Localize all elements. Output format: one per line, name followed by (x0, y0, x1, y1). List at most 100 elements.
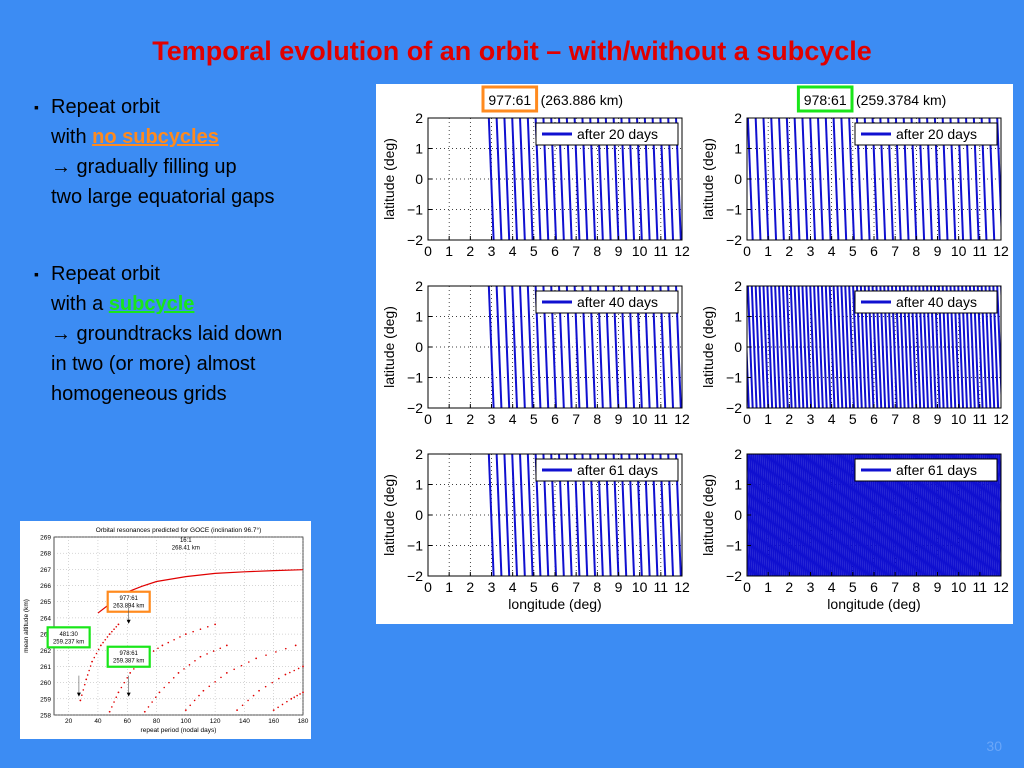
x-tick-label: 1 (445, 243, 453, 259)
resonance-point (277, 706, 279, 709)
y-axis-label: latitude (deg) (381, 138, 397, 220)
x-tick-label: 7 (891, 243, 899, 259)
inset-y-tick-label: 259 (40, 696, 51, 703)
groundtrack-line (996, 454, 1001, 576)
inset-y-axis-label: mean altitude (km) (23, 599, 30, 653)
highlight-subcycle: subcycle (108, 293, 195, 315)
x-tick-label: 0 (424, 243, 432, 259)
groundtrack-line (754, 454, 762, 576)
groundtrack-line (1009, 454, 1013, 576)
groundtrack-line (750, 454, 758, 576)
x-tick-label: 12 (993, 411, 1009, 427)
orbit-label-box (796, 85, 854, 113)
resonance-point (102, 641, 104, 644)
inset-y-tick-label: 269 (40, 535, 51, 542)
y-tick-label: 0 (415, 171, 423, 187)
y-tick-label: −2 (407, 568, 423, 584)
groundtrack-line (785, 118, 793, 240)
annotation-sub: 259.387 km (113, 659, 144, 665)
annotation-box (106, 645, 151, 668)
x-tick-label: 4 (509, 579, 517, 595)
groundtrack-line (848, 454, 855, 576)
x-tick-label: 9 (934, 579, 942, 595)
inset-x-tick-label: 100 (180, 718, 191, 725)
resonance-point (167, 641, 170, 644)
slide-title: Temporal evolution of an orbit – with/wi… (152, 36, 872, 66)
groundtrack-line (793, 286, 801, 408)
groundtrack-line (774, 454, 781, 576)
x-tick-label: 2 (466, 243, 474, 259)
groundtrack-line (495, 118, 503, 240)
groundtrack-line (1005, 454, 1010, 576)
x-tick-label: 4 (828, 411, 836, 427)
inset-y-tick-label: 268 (40, 551, 51, 558)
resonance-point (271, 681, 274, 684)
groundtrack-line (815, 454, 822, 576)
bullet-line: Repeat orbit (51, 96, 160, 118)
groundtrack-line (778, 286, 785, 408)
x-tick-label: 2 (785, 411, 793, 427)
resonance-point (284, 673, 287, 676)
y-tick-label: −1 (726, 370, 742, 386)
legend-box (854, 458, 998, 482)
resonance-point (193, 699, 196, 702)
inset-y-tick-label: 258 (40, 713, 51, 720)
resonance-point (173, 638, 175, 641)
groundtrack-line (809, 454, 817, 576)
y-tick-label: −2 (726, 400, 742, 416)
y-tick-label: −1 (726, 538, 742, 554)
groundtrack-line (778, 454, 785, 576)
x-tick-label: 3 (807, 579, 815, 595)
resonance-point (302, 665, 304, 668)
groundtrack-line (785, 286, 793, 408)
resonance-point (111, 630, 113, 633)
resonance-point (99, 644, 102, 647)
groundtrack-line (511, 454, 519, 576)
resonance-point (85, 678, 88, 681)
x-tick-label: 1 (764, 243, 772, 259)
resonance-point (199, 655, 202, 658)
groundtrack-line (787, 454, 795, 576)
legend-label: after 20 days (896, 126, 977, 142)
groundtrack-line (801, 454, 809, 576)
resonance-point (88, 669, 90, 672)
groundtrack-line (762, 454, 770, 576)
groundtrack-line (801, 118, 809, 240)
x-tick-label: 1 (445, 411, 453, 427)
resonance-point (97, 648, 100, 651)
resonance-point (161, 644, 164, 647)
resonance-point (208, 685, 211, 688)
x-tick-label: 3 (807, 411, 815, 427)
y-tick-label: −2 (726, 232, 742, 248)
legend-label: after 40 days (896, 294, 977, 310)
groundtrack-line (511, 118, 519, 240)
legend-box (854, 122, 998, 146)
resonance-point (278, 677, 280, 680)
bullet-marker: ▪ (34, 99, 39, 115)
annotation-label: 481:30 (59, 632, 78, 638)
groundtrack-line (836, 454, 844, 576)
resonance-point (212, 650, 215, 652)
groundtrack-line (487, 454, 495, 576)
x-tick-label: 6 (551, 579, 559, 595)
resonance-point (184, 633, 187, 635)
y-axis-label: latitude (deg) (381, 306, 397, 388)
inset-y-tick-label: 261 (40, 664, 51, 671)
slide-number: 30 (986, 738, 1002, 754)
groundtrack-line (750, 286, 758, 408)
groundtrack-line (852, 454, 859, 576)
legend-box (535, 290, 679, 314)
groundtrack-line (770, 118, 778, 240)
x-tick-label: 0 (743, 243, 751, 259)
groundtrack-line (805, 286, 813, 408)
x-tick-label: 12 (993, 579, 1009, 595)
x-axis-label: longitude (deg) (827, 596, 920, 612)
resonance-point (117, 623, 120, 626)
groundtrack-line (803, 454, 811, 576)
groundtrack-line (754, 286, 762, 408)
x-tick-label: 10 (951, 411, 967, 427)
resonance-point (147, 706, 150, 708)
y-tick-label: 2 (734, 278, 742, 294)
